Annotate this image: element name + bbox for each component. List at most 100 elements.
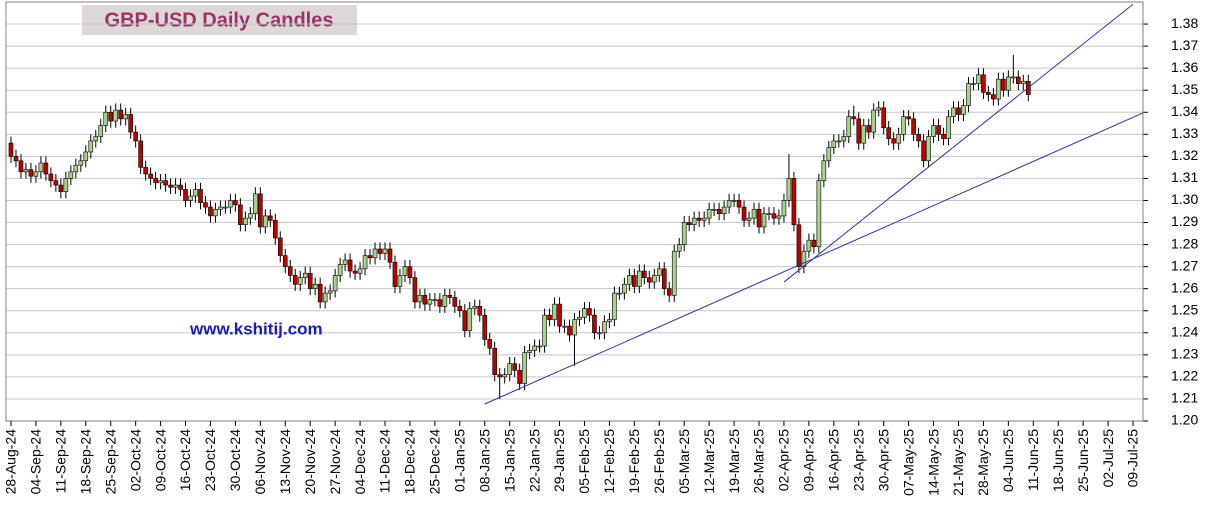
candle — [332, 268, 338, 298]
candle-body — [307, 272, 313, 289]
candle — [711, 202, 717, 216]
candle — [337, 257, 343, 283]
candle — [552, 297, 557, 327]
candle-body — [367, 255, 373, 259]
candle — [422, 288, 428, 311]
candle-body — [557, 303, 562, 327]
candle — [891, 132, 896, 150]
x-tick-label: 18-Sep-24 — [77, 429, 93, 495]
candle — [412, 271, 418, 309]
candle-body — [786, 178, 792, 201]
candle-body — [347, 259, 353, 272]
candle — [158, 174, 163, 190]
candle-body — [53, 180, 59, 186]
candle — [836, 134, 842, 148]
candle — [228, 193, 233, 214]
candle — [971, 76, 976, 91]
candle-body — [731, 200, 737, 202]
candle-body — [18, 160, 24, 173]
candle-body — [193, 189, 198, 197]
candle-body — [163, 180, 168, 186]
candle — [38, 156, 44, 179]
candle — [656, 262, 662, 283]
candle — [253, 187, 258, 221]
candle — [387, 242, 393, 269]
candle-body — [776, 215, 782, 219]
candle-body — [467, 308, 473, 331]
candle-body — [986, 92, 991, 95]
x-tick-label: 20-Nov-24 — [302, 429, 318, 495]
candle — [447, 288, 453, 305]
candle-body — [751, 208, 757, 219]
candle — [726, 193, 732, 214]
candle — [432, 293, 438, 307]
candle-body — [871, 109, 877, 133]
candle-body — [597, 332, 602, 335]
candle — [307, 266, 313, 296]
candle-body — [98, 125, 104, 137]
candle — [417, 288, 423, 309]
candle — [512, 357, 517, 377]
candle — [931, 118, 936, 144]
candle-body — [876, 107, 881, 111]
x-tick-label: 11-Dec-24 — [377, 429, 393, 494]
candle-body — [118, 109, 123, 120]
candle — [482, 308, 488, 347]
candle-body — [686, 222, 692, 226]
candle-body — [537, 345, 542, 348]
candle-body — [243, 217, 248, 226]
candle — [666, 282, 672, 302]
candle-body — [517, 369, 522, 384]
candle — [487, 332, 493, 355]
candle — [981, 68, 986, 100]
candle-body — [342, 259, 348, 265]
candle — [352, 264, 358, 280]
candle — [916, 127, 921, 148]
candle-body — [946, 116, 951, 140]
candle-body — [971, 83, 976, 85]
y-tick-label: 1.25 — [1171, 301, 1198, 317]
candle-body — [821, 160, 827, 181]
y-tick-label: 1.37 — [1171, 37, 1198, 53]
candle — [911, 112, 916, 141]
candle-body — [248, 213, 253, 219]
candle-body — [582, 308, 587, 318]
candle-body — [836, 140, 842, 143]
candle-body — [522, 352, 527, 384]
candle-body — [63, 178, 69, 192]
candle-body — [627, 275, 632, 285]
candle-body — [33, 171, 39, 177]
chart-title: GBP-USD Daily Candles — [105, 9, 334, 31]
candle-body — [113, 109, 119, 122]
candle — [996, 72, 1001, 106]
candle — [637, 264, 642, 294]
candle — [492, 341, 498, 382]
candle — [557, 297, 562, 333]
candle-body — [656, 268, 662, 276]
candle — [821, 154, 827, 188]
candle-body — [382, 248, 388, 254]
candle-body — [357, 268, 363, 274]
candle-body — [417, 294, 423, 303]
candle-body — [462, 310, 468, 331]
candle — [756, 202, 762, 234]
candle — [856, 112, 862, 150]
candle — [896, 127, 901, 150]
candle — [342, 253, 348, 272]
candle-body — [8, 142, 14, 157]
candle-body — [292, 275, 298, 285]
candle-body — [916, 134, 921, 142]
candle-body — [801, 250, 807, 267]
candle-body — [781, 200, 787, 217]
candle-body — [472, 306, 478, 309]
candle-body — [28, 169, 34, 177]
candle — [452, 290, 458, 313]
candle-body — [178, 184, 183, 190]
candle — [736, 193, 742, 214]
x-tick-label: 18-Dec-24 — [402, 429, 418, 495]
candle-body — [771, 213, 777, 219]
candle — [183, 182, 188, 208]
candle-body — [352, 270, 358, 274]
x-tick-label: 16-Oct-24 — [177, 429, 193, 491]
candle-body — [676, 244, 682, 252]
